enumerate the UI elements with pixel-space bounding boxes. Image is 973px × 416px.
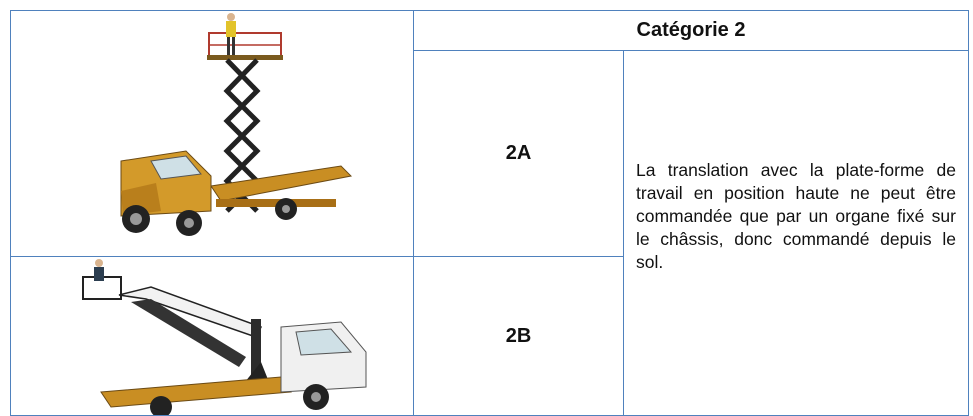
category-header: Catégorie 2 (413, 10, 969, 51)
page: Catégorie 2 2A 2B La translation avec la… (10, 10, 969, 416)
scissor-lift-truck-illustration (120, 13, 353, 236)
row-code: 2B (413, 256, 624, 416)
image-cell (10, 256, 414, 416)
row-code: 2A (413, 50, 624, 257)
image-cell (10, 10, 414, 257)
boom-lift-truck-illustration (82, 259, 367, 415)
description: La translation avec la plate-forme de tr… (623, 50, 969, 416)
